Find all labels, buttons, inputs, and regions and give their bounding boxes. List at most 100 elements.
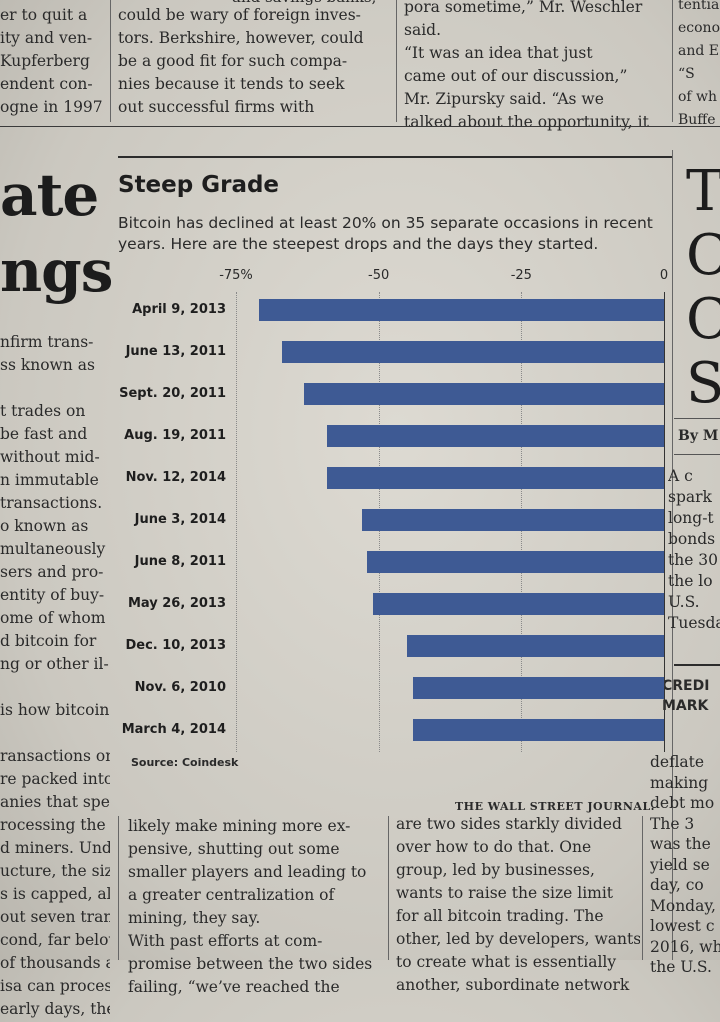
category-label: April 9, 2013	[132, 302, 226, 317]
text-line: ng or other il-	[0, 655, 109, 673]
bar	[407, 635, 664, 657]
article-column-3-top: pora sometime,” Mr. Weschler said. “It was…	[404, 0, 666, 134]
text-line: wants to raise the size limit	[396, 884, 614, 902]
category-label: June 13, 2011	[125, 344, 226, 359]
bar	[327, 467, 664, 489]
category-label: Nov. 6, 2010	[134, 680, 226, 695]
text-line: ome of whom	[0, 609, 106, 627]
gridline	[236, 292, 237, 752]
text-line: making	[650, 773, 709, 792]
tick-label: -75%	[219, 268, 253, 283]
right-column-body-2: deflate making debt mo The 3 was the yield se…	[650, 752, 720, 978]
left-column-top: er to quit a ity and ven- Kupferberg endent…	[0, 4, 110, 119]
text-line: “S	[678, 66, 695, 82]
tick-label: 0	[659, 268, 669, 283]
text-line: transactions.	[0, 494, 103, 512]
headline-letter: C	[686, 223, 720, 288]
bar	[372, 593, 664, 615]
text-line: mining, they say.	[128, 909, 261, 927]
right-byline: By M	[678, 428, 719, 444]
text-line: deflate	[650, 753, 705, 771]
text-line: d bitcoin for	[0, 632, 97, 650]
text-line: rocessing the	[0, 816, 106, 834]
text-line: Buffe	[678, 112, 716, 128]
text-line: of thousands a	[0, 954, 110, 972]
category-label: Dec. 10, 2013	[125, 638, 226, 653]
text-line: endent con-	[0, 75, 93, 93]
left-headline-line-2: ngs	[0, 237, 113, 305]
text-line: be fast and	[0, 425, 88, 443]
text-line: debt mo	[650, 794, 715, 812]
text-line: pora sometime,” Mr. Weschler	[404, 0, 643, 16]
headline-letter: C	[686, 287, 720, 352]
text-line: spark	[668, 488, 712, 506]
text-line: ransactions on	[0, 747, 110, 765]
text-line: without mid-	[0, 448, 100, 466]
chart-subtitle-line-1: Bitcoin has declined at least 20% on 35 …	[118, 214, 653, 232]
text-line: re packed into	[0, 770, 110, 788]
text-line	[0, 677, 110, 700]
text-line: over how to do that. One	[396, 838, 592, 856]
bar	[367, 551, 664, 573]
column-rule	[672, 0, 673, 122]
text-line: ity and ven-	[0, 29, 93, 47]
chart-credit: THE WALL STREET JOURNAL.	[455, 800, 656, 813]
text-line: ogne in 1997	[0, 98, 103, 116]
byline-rule	[674, 418, 720, 419]
text-line: The 3	[650, 814, 695, 833]
text-line: U.S.	[668, 593, 700, 611]
article-column-2-top: could be wary of foreign inves-tors. Ber…	[118, 4, 393, 119]
category-label: March 4, 2014	[121, 722, 226, 737]
text-line: n immutable	[0, 471, 99, 489]
column-rule	[388, 816, 389, 960]
zero-axis-line	[664, 292, 665, 752]
text-line: promise between the two sides	[128, 955, 373, 973]
text-line: of wh	[678, 89, 718, 105]
text-line: Kupferberg	[0, 52, 90, 70]
text-line: Mr. Zipursky said. “As we	[404, 90, 604, 108]
text-line: t trades on	[0, 402, 86, 420]
text-line: the lo	[668, 572, 713, 590]
text-line: ss known as	[0, 356, 95, 374]
text-line: out successful firms with	[118, 98, 315, 116]
text-line: be a good fit for such compa-	[118, 52, 348, 70]
text-line: out seven trans-	[0, 908, 110, 926]
right-column-body: A c spark long-t bonds the 30 the lo U.S. Tuesd…	[668, 466, 720, 634]
text-line: s is capped, al-	[0, 885, 110, 903]
article-column-2-bottom: likely make mining more ex-pensive, shut…	[128, 816, 384, 1000]
text-line: the 30	[668, 551, 719, 569]
bar	[304, 383, 664, 405]
text-line: d miners. Under	[0, 839, 110, 857]
text-line: for all bitcoin trading. The	[396, 907, 604, 925]
headline-letter: T	[686, 160, 720, 224]
text-line: is how bitcoin	[0, 701, 110, 719]
bar	[258, 299, 664, 321]
section-label-line: CREDI	[662, 678, 710, 694]
text-line	[0, 378, 110, 401]
column-rule	[642, 816, 643, 960]
text-line: tors. Berkshire, however, could	[118, 29, 364, 47]
text-line: early days, the	[0, 1000, 110, 1018]
text-line: sers and pro-	[0, 563, 104, 581]
text-line: likely make mining more ex-	[128, 817, 351, 835]
category-label: Aug. 19, 2011	[124, 428, 226, 443]
text-line: multaneously	[0, 540, 106, 558]
text-line: said.	[404, 21, 442, 39]
text-line: came out of our discussion,”	[404, 67, 628, 85]
text-line: o known as	[0, 517, 89, 535]
text-line: nfirm trans-	[0, 333, 94, 351]
text-line: entity of buy-	[0, 586, 105, 604]
section-label-line: MARK	[662, 698, 709, 714]
headline-letter: S	[686, 351, 720, 416]
column-rule	[118, 816, 119, 960]
column-rule	[672, 150, 673, 960]
text-line: smaller players and leading to	[128, 863, 367, 881]
section-divider	[0, 126, 720, 127]
article-column-3-bottom: are two sides starkly divided over how to…	[396, 814, 640, 998]
text-line: long-t	[668, 509, 714, 527]
bar	[327, 425, 664, 447]
text-line: a greater centralization of	[128, 886, 335, 904]
text-line: pensive, shutting out some	[128, 840, 340, 858]
right-column-top: tentia econo and E “S of wh Buffe	[678, 0, 720, 134]
